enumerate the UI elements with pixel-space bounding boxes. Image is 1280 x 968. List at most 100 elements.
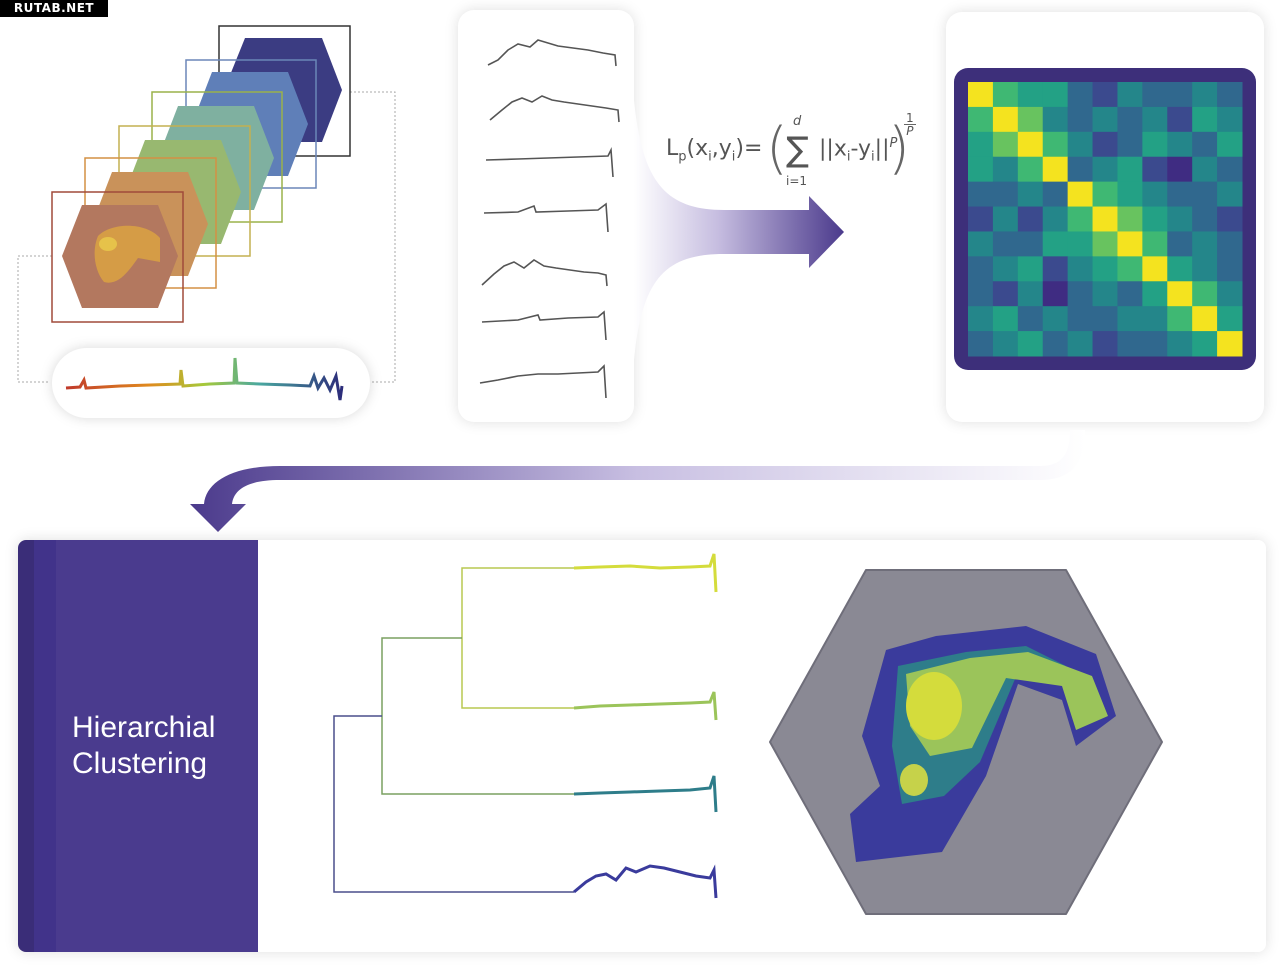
matrix-cell	[1217, 181, 1243, 208]
matrix-cell	[1042, 106, 1069, 133]
matrix-cell	[1142, 131, 1168, 158]
matrix-cell	[992, 306, 1019, 332]
matrix-cell	[1142, 256, 1168, 282]
matrix-cell	[1017, 306, 1044, 332]
matrix-cell	[1167, 281, 1193, 307]
matrix-cell	[1067, 256, 1094, 282]
matrix-cell	[1092, 231, 1118, 257]
matrix-cell	[1092, 106, 1118, 133]
formula-left-paren: (	[766, 116, 788, 181]
matrix-cell	[1217, 106, 1243, 133]
matrix-cell	[1017, 156, 1044, 183]
clustering-label-line2: Clustering	[72, 747, 208, 780]
matrix-cell	[1067, 306, 1094, 332]
spectrum-3	[485, 147, 614, 178]
matrix-cell	[968, 231, 994, 257]
matrix-cell	[992, 181, 1019, 208]
matrix-cell	[1192, 206, 1218, 232]
matrix-cell	[1167, 306, 1193, 332]
matrix-cell	[1217, 256, 1243, 282]
matrix-cell	[1217, 331, 1243, 357]
matrix-cell	[1167, 231, 1193, 257]
formula-right-paren: )	[888, 116, 910, 181]
clustering-tab-front	[56, 540, 258, 952]
matrix-cell	[1192, 82, 1218, 108]
matrix-cell	[1167, 131, 1193, 158]
spectrum-6	[481, 310, 607, 341]
minkowski-formula: Lp(xi,yi)= ( d ∑ i=1 ||xi-yi||P ) 1 P	[666, 112, 936, 202]
matrix-cell	[1042, 231, 1069, 257]
matrix-cell	[968, 131, 994, 158]
return-arrow	[190, 430, 1085, 532]
slice-6	[51, 191, 184, 323]
clustering-label-line1: Hierarchial	[72, 711, 216, 744]
cluster-region-yellow-small	[900, 764, 928, 796]
spectrum-1	[487, 39, 617, 67]
formula-lhs: Lp(xi,yi)=	[666, 136, 763, 165]
dendrogram-branch-c	[333, 715, 574, 893]
matrix-cell	[1192, 331, 1218, 357]
matrix-cell	[1017, 82, 1044, 108]
matrix-cell	[1142, 82, 1168, 108]
matrix-cell	[1192, 281, 1218, 307]
matrix-cell	[1092, 131, 1118, 158]
matrix-cell	[1067, 206, 1094, 232]
matrix-cell	[1042, 181, 1069, 208]
matrix-cell	[992, 256, 1019, 282]
matrix-cell	[968, 281, 994, 307]
matrix-cell	[1117, 206, 1143, 232]
matrix-cell	[1042, 331, 1069, 357]
matrix-cell	[1067, 156, 1094, 183]
matrix-cell	[1017, 231, 1044, 257]
matrix-cell	[1117, 82, 1143, 108]
matrix-cell	[1017, 106, 1044, 133]
spectrum-7	[479, 364, 607, 399]
matrix-cell	[1117, 106, 1143, 133]
matrix-cell	[968, 156, 994, 183]
matrix-cell	[1067, 331, 1094, 357]
matrix-cell	[992, 281, 1019, 307]
matrix-cell	[1017, 281, 1044, 307]
matrix-cell	[968, 331, 994, 357]
matrix-cell	[1067, 181, 1094, 208]
matrix-cell	[1142, 331, 1168, 357]
matrix-cell	[1167, 206, 1193, 232]
matrix-cell	[992, 206, 1019, 232]
matrix-cell	[1167, 256, 1193, 282]
matrix-cell	[1092, 281, 1118, 307]
matrix-cell	[1092, 331, 1118, 357]
formula-exponent: 1 P	[904, 111, 916, 138]
matrix-cell	[1017, 256, 1044, 282]
pipeline-arrow	[634, 100, 844, 360]
cluster-spectrum-2	[573, 691, 718, 721]
matrix-cell	[1142, 156, 1168, 183]
matrix-cell	[1117, 156, 1143, 183]
matrix-cell	[968, 106, 994, 133]
matrix-cell	[992, 331, 1019, 357]
matrix-cell	[1217, 131, 1243, 158]
matrix-cell	[1042, 206, 1069, 232]
clustering-label: Hierarchial Clustering	[72, 710, 252, 782]
cluster-region-green	[906, 652, 1108, 756]
matrix-cell	[1192, 131, 1218, 158]
spectrum-2	[489, 95, 620, 123]
matrix-cell	[1042, 82, 1069, 108]
matrix-cell	[1217, 156, 1243, 183]
matrix-cell	[992, 106, 1019, 133]
matrix-cell	[1142, 281, 1168, 307]
matrix-cell	[992, 131, 1019, 158]
matrix-cell	[992, 82, 1019, 108]
cluster-map-hexagon	[769, 569, 1163, 915]
mean-spectrum-line	[65, 357, 344, 401]
dendrogram-branch-a	[461, 567, 574, 709]
matrix-cell	[1092, 82, 1118, 108]
image-slice-stack	[17, 25, 396, 418]
similarity-matrix	[954, 68, 1256, 370]
cluster-region-yellow	[906, 672, 962, 740]
matrix-cell	[1192, 156, 1218, 183]
matrix-cell	[1142, 231, 1168, 257]
matrix-cell	[1092, 256, 1118, 282]
matrix-cell	[1142, 306, 1168, 332]
matrix-cell	[1067, 82, 1094, 108]
matrix-cell	[968, 206, 994, 232]
